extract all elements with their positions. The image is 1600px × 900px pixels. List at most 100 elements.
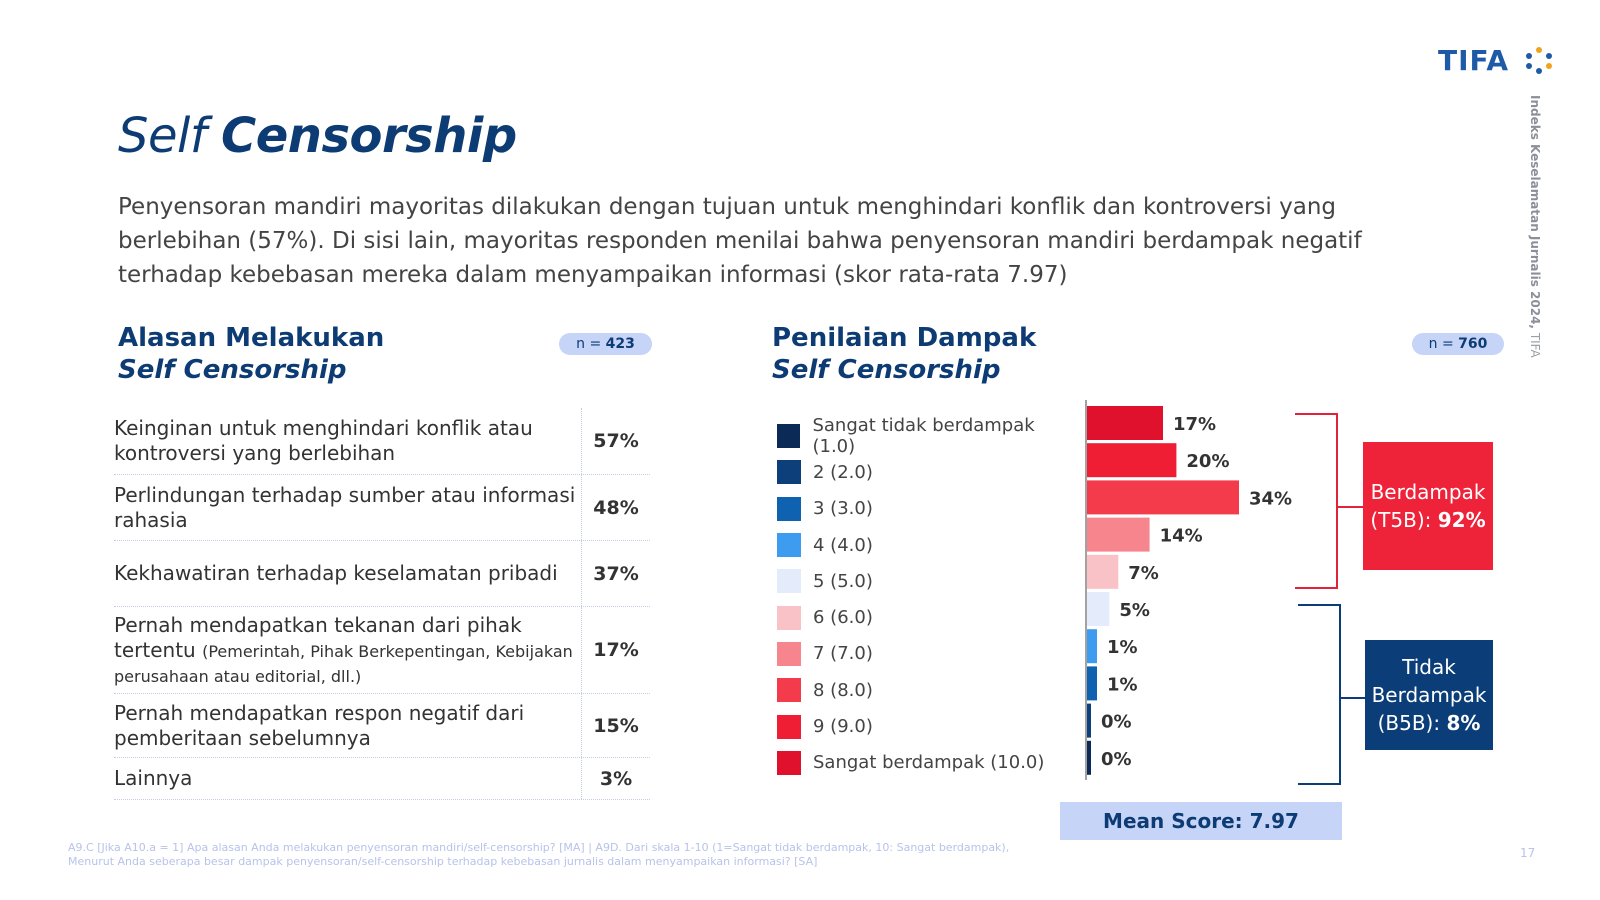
bar <box>1087 592 1110 626</box>
legend-label: 9 (9.0) <box>813 716 873 738</box>
bottom-bracket-stub <box>1341 697 1365 699</box>
table-row: Keinginan untuk menghindari konflik atau… <box>114 408 650 475</box>
bar <box>1087 480 1239 515</box>
reason-text: Keinginan untuk menghindari konflik atau… <box>114 416 533 465</box>
legend-label: 5 (5.0) <box>813 570 873 592</box>
bar-value-label: 7% <box>1128 563 1159 584</box>
bar <box>1087 517 1150 552</box>
legend-label: 7 (7.0) <box>813 643 873 665</box>
legend-item: 3 (3.0) <box>777 491 1077 527</box>
reason-value: 15% <box>581 694 650 757</box>
left-section-title: Alasan Melakukan Self Censorship <box>118 322 384 386</box>
table-row: Kekhawatiran terhadap keselamatan pribad… <box>114 541 650 607</box>
title-light: Self <box>118 108 207 164</box>
legend-item: 2 (2.0) <box>777 454 1077 490</box>
legend-swatch <box>777 424 801 449</box>
right-section-title: Penilaian Dampak Self Censorship <box>772 322 1036 386</box>
reason-text-small: (Pemerintah, Pihak Berkepentingan, Kebij… <box>114 641 573 686</box>
table-row: Perlindungan terhadap sumber atau inform… <box>114 475 650 541</box>
reason-label: Pernah mendapatkan tekanan dari pihak te… <box>114 609 581 692</box>
legend-item: 9 (9.0) <box>777 708 1077 744</box>
left-n-prefix: n = <box>576 336 606 352</box>
reason-value: 57% <box>581 408 650 474</box>
legend-swatch <box>777 750 801 775</box>
tidak-prefix: (B5B): <box>1377 711 1447 735</box>
side-label: Indeks Keselamatan Jurnalis 2024, TIFA <box>1528 95 1542 358</box>
legend-swatch <box>777 714 801 739</box>
bar <box>1087 666 1097 701</box>
table-row: Pernah mendapatkan respon negatif dari p… <box>114 694 650 758</box>
legend-item: 5 (5.0) <box>777 563 1077 599</box>
page-subtitle: Penyensoran mandiri mayoritas dilakukan … <box>118 194 1362 288</box>
reason-text: Kekhawatiran terhadap keselamatan pribad… <box>114 561 558 585</box>
right-title-line1: Penilaian Dampak <box>772 323 1037 353</box>
bar-value-label: 20% <box>1186 451 1229 472</box>
bar <box>1087 703 1091 738</box>
tidak-value: 8% <box>1446 711 1481 735</box>
tifa-logo: TIFA <box>1438 44 1509 77</box>
reason-label: Perlindungan terhadap sumber atau inform… <box>114 479 581 537</box>
reason-label: Lainnya <box>114 762 581 795</box>
tidak-line1: Tidak <box>1402 655 1456 679</box>
bar-value-label: 0% <box>1101 749 1132 770</box>
legend-label: Sangat tidak berdampak (1.0) <box>812 415 1035 458</box>
bar-value-label: 17% <box>1173 414 1216 435</box>
page-title: Self Censorship <box>118 108 517 164</box>
legend-swatch <box>777 569 801 594</box>
legend-swatch <box>777 641 801 666</box>
berdampak-line1: Berdampak <box>1370 480 1486 504</box>
legend-swatch <box>777 533 801 558</box>
mean-score: Mean Score: 7.97 <box>1060 802 1342 840</box>
reasons-table: Keinginan untuk menghindari konflik atau… <box>114 408 650 800</box>
dots-logo-icon <box>1526 47 1552 74</box>
tidak-berdampak-box: Tidak Berdampak (B5B): 8% <box>1365 640 1493 750</box>
legend-label: Sangat berdampak (10.0) <box>813 752 1045 774</box>
bar <box>1087 740 1091 775</box>
berdampak-prefix: (T5B): <box>1370 508 1438 532</box>
left-title-line1: Alasan Melakukan <box>118 323 385 353</box>
page-number: 17 <box>1520 846 1536 860</box>
reason-label: Keinginan untuk menghindari konflik atau… <box>114 412 581 470</box>
reason-text: Pernah mendapatkan respon negatif dari p… <box>114 700 525 750</box>
legend-item: Sangat tidak berdampak (1.0) <box>777 415 1077 458</box>
right-n-value: 760 <box>1458 336 1488 352</box>
right-n-badge: n = 760 <box>1412 333 1504 355</box>
left-n-badge: n = 423 <box>559 333 652 355</box>
legend-label: 6 (6.0) <box>813 607 873 629</box>
reason-text: Lainnya <box>114 766 193 790</box>
table-row: Pernah mendapatkan tekanan dari pihak te… <box>114 607 650 694</box>
legend-item: 7 (7.0) <box>777 636 1077 672</box>
side-label-bold: Indeks Keselamatan Jurnalis 2024, <box>1528 95 1542 329</box>
reason-value: 17% <box>581 607 650 693</box>
bar <box>1087 443 1177 478</box>
legend-item: Sangat berdampak (10.0) <box>777 745 1077 781</box>
footnote: A9.C [Jika A10.a = 1] Apa alasan Anda me… <box>68 841 1010 868</box>
bar-value-label: 1% <box>1107 637 1138 658</box>
berdampak-value: 92% <box>1437 508 1486 532</box>
berdampak-box: Berdampak (T5B): 92% <box>1363 442 1493 570</box>
reason-label: Pernah mendapatkan respon negatif dari p… <box>114 697 581 755</box>
legend-swatch <box>777 605 801 630</box>
left-title-line2: Self Censorship <box>118 355 347 385</box>
reason-value: 48% <box>581 475 650 540</box>
reason-text: Pernah mendapatkan tekanan dari pihak te… <box>114 612 522 662</box>
legend-swatch <box>777 460 801 485</box>
reason-label: Kekhawatiran terhadap keselamatan pribad… <box>114 557 581 590</box>
impact-bar-chart: 17% 20% 34% 14%7% 5% 1% 1% 0% 0% <box>1085 400 1292 780</box>
bar <box>1087 554 1119 589</box>
legend-label: 4 (4.0) <box>813 534 873 556</box>
bar <box>1087 629 1097 664</box>
bottom-bracket <box>1298 604 1341 785</box>
bar-value-label: 1% <box>1107 674 1138 695</box>
right-title-line2: Self Censorship <box>772 355 1001 385</box>
legend-swatch <box>777 496 801 521</box>
bar <box>1087 406 1163 440</box>
right-n-prefix: n = <box>1428 336 1459 352</box>
bar-value-label: 5% <box>1119 600 1150 621</box>
title-bold: Censorship <box>221 108 517 164</box>
legend-item: 8 (8.0) <box>777 672 1077 708</box>
reason-value: 37% <box>581 541 650 606</box>
legend-item: 4 (4.0) <box>777 527 1077 563</box>
top-bracket-stub <box>1338 506 1363 508</box>
chart-legend: Sangat tidak berdampak (1.0) 2 (2.0) 3 (… <box>777 415 1077 781</box>
